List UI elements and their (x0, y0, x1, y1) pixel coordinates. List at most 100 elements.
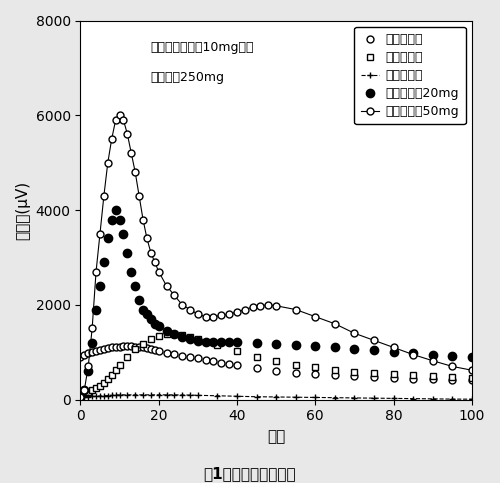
牛ふん堆肥 (210, 358, 216, 364)
牛ふん堆肥 (78, 354, 84, 360)
グルコース50mg (202, 314, 208, 320)
グルコース20mg (179, 334, 185, 340)
グルコース20mg (132, 283, 138, 289)
グルコース50mg (234, 309, 240, 315)
鶏ふん堆肥 (116, 392, 122, 398)
グルコース20mg (89, 340, 95, 346)
グルコース50mg (140, 216, 146, 222)
牛ふん堆肥 (120, 343, 126, 349)
グルコース50mg (226, 312, 232, 317)
グルコース50mg (148, 250, 154, 256)
グルコース50mg (469, 367, 475, 373)
牛ふん堆肥 (164, 350, 170, 355)
鶏ふん堆肥 (430, 396, 436, 402)
Text: 堆肥量は250mg: 堆肥量は250mg (151, 71, 225, 84)
牛ふん堆肥 (390, 375, 396, 381)
Line: 豚ぷん堆肥: 豚ぷん堆肥 (78, 331, 474, 398)
牛ふん堆肥 (152, 347, 158, 353)
豚ぷん堆肥 (101, 380, 107, 385)
グルコース20mg (292, 342, 298, 348)
グルコース50mg (108, 136, 114, 142)
鶏ふん堆肥 (78, 394, 84, 400)
豚ぷん堆肥 (332, 367, 338, 372)
グルコース20mg (140, 307, 146, 313)
牛ふん堆肥 (234, 363, 240, 369)
鶏ふん堆肥 (164, 392, 170, 398)
豚ぷん堆肥 (85, 389, 91, 395)
牛ふん堆肥 (124, 343, 130, 349)
鶏ふん堆肥 (148, 392, 154, 398)
牛ふん堆肥 (273, 368, 279, 373)
グルコース50mg (120, 117, 126, 123)
Line: 鶏ふん堆肥: 鶏ふん堆肥 (78, 392, 474, 402)
鶏ふん堆肥 (214, 393, 220, 398)
グルコース20mg (156, 323, 162, 329)
牛ふん堆肥 (292, 369, 298, 375)
Line: 牛ふん堆肥: 牛ふん堆肥 (77, 342, 475, 384)
グルコース20mg (332, 344, 338, 350)
豚ぷん堆肥 (352, 369, 358, 374)
グルコース20mg (469, 355, 475, 360)
牛ふん堆肥 (449, 377, 455, 383)
グルコース20mg (172, 331, 177, 337)
グルコース20mg (101, 259, 107, 265)
グルコース50mg (78, 394, 84, 400)
豚ぷん堆肥 (234, 348, 240, 354)
鶏ふん堆肥 (124, 392, 130, 398)
グルコース50mg (82, 387, 87, 393)
Line: グルコース20mg: グルコース20mg (76, 206, 476, 401)
鶏ふん堆肥 (97, 393, 103, 399)
グルコース20mg (108, 216, 114, 222)
鶏ふん堆肥 (172, 392, 177, 398)
鶏ふん堆肥 (195, 392, 201, 398)
グルコース50mg (164, 283, 170, 289)
豚ぷん堆肥 (410, 372, 416, 378)
牛ふん堆肥 (128, 343, 134, 349)
鶏ふん堆肥 (89, 394, 95, 399)
グルコース50mg (156, 269, 162, 274)
豚ぷん堆肥 (105, 376, 111, 382)
グルコース50mg (85, 364, 91, 369)
グルコース50mg (124, 131, 130, 137)
グルコース50mg (101, 193, 107, 199)
牛ふん堆肥 (218, 360, 224, 366)
グルコース50mg (136, 193, 142, 199)
グルコース20mg (210, 340, 216, 345)
グルコース20mg (449, 353, 455, 359)
鶏ふん堆肥 (140, 392, 146, 398)
豚ぷん堆肥 (390, 371, 396, 377)
牛ふん堆肥 (195, 355, 201, 361)
牛ふん堆肥 (116, 343, 122, 349)
グルコース50mg (352, 330, 358, 336)
鶏ふん堆肥 (132, 392, 138, 398)
グルコース50mg (187, 307, 193, 313)
牛ふん堆肥 (108, 344, 114, 350)
牛ふん堆肥 (410, 376, 416, 382)
豚ぷん堆肥 (156, 333, 162, 339)
豚ぷん堆肥 (195, 336, 201, 342)
牛ふん堆肥 (144, 345, 150, 351)
グルコース20mg (136, 297, 142, 303)
グルコース20mg (85, 368, 91, 374)
牛ふん堆肥 (312, 371, 318, 377)
グルコース20mg (144, 312, 150, 317)
牛ふん堆肥 (172, 351, 177, 357)
牛ふん堆肥 (140, 344, 146, 350)
豚ぷん堆肥 (449, 374, 455, 380)
鶏ふん堆肥 (234, 393, 240, 399)
グルコース50mg (97, 231, 103, 237)
鶏ふん堆肥 (85, 394, 91, 399)
グルコース50mg (128, 150, 134, 156)
豚ぷん堆肥 (108, 372, 114, 378)
グルコース50mg (172, 292, 177, 298)
豚ぷん堆肥 (116, 363, 122, 369)
豚ぷん堆肥 (93, 385, 99, 391)
豚ぷん堆肥 (89, 387, 95, 393)
グルコース50mg (179, 302, 185, 308)
グルコース50mg (292, 307, 298, 313)
牛ふん堆肥 (156, 348, 162, 354)
牛ふん堆肥 (179, 353, 185, 358)
グルコース20mg (273, 341, 279, 347)
牛ふん堆肥 (469, 377, 475, 383)
Legend: 牛ふん堆肥, 豚ぷん堆肥, 鶏ふん堆肥, グルコース20mg, グルコース50mg: 牛ふん堆肥, 豚ぷん堆肥, 鶏ふん堆肥, グルコース20mg, グルコース50m… (354, 27, 466, 124)
